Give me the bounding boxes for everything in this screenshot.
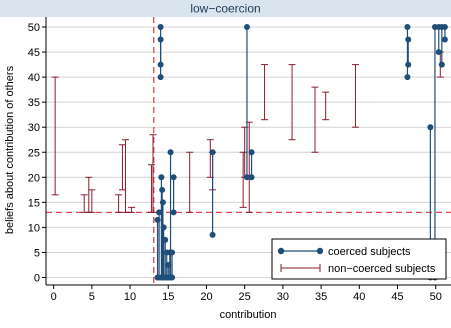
x-tick-label: 35: [315, 291, 327, 303]
coerced-point-high: [169, 249, 176, 256]
coerced-point-high: [248, 149, 255, 156]
coerced-point-high: [243, 24, 250, 31]
coerced-point-low: [248, 174, 255, 181]
x-tick-label: 40: [353, 291, 365, 303]
y-axis-label: beliefs about contribution of others: [4, 65, 16, 234]
coerced-point-low: [441, 36, 448, 43]
coerced-series: [154, 24, 448, 281]
x-tick-label: 50: [430, 291, 442, 303]
y-tick-label: 25: [28, 147, 40, 159]
legend-coerced-dot-right: [316, 247, 324, 255]
coerced-point-high: [159, 199, 166, 206]
legend-coerced-label: coerced subjects: [328, 246, 411, 258]
panel-title-bar: [0, 0, 451, 17]
coerced-point-high: [167, 149, 174, 156]
coerced-point-low: [209, 231, 216, 238]
y-tick-label: 35: [28, 97, 40, 109]
coerced-point-low: [405, 61, 412, 68]
coerced-point-high: [427, 124, 434, 131]
y-tick-label: 45: [28, 47, 40, 59]
x-axis-label: contribution: [220, 309, 277, 321]
y-tick-label: 5: [34, 247, 40, 259]
x-tick-label: 10: [124, 291, 136, 303]
coerced-point-low: [157, 74, 164, 81]
legend-coerced-dot-left: [277, 247, 285, 255]
legend-box: [271, 238, 447, 280]
coerced-point-low: [438, 61, 445, 68]
coerced-point-high: [404, 24, 411, 31]
x-tick-label: 30: [277, 291, 289, 303]
x-tick-label: 0: [51, 291, 57, 303]
y-tick-label: 15: [28, 197, 40, 209]
legend: coerced subjects non−coerced subjects: [271, 238, 447, 280]
y-tick-label: 40: [28, 72, 40, 84]
x-tick-label: 5: [89, 291, 95, 303]
y-tick-label: 30: [28, 122, 40, 134]
coerced-point-high: [405, 36, 412, 43]
coerced-point-low: [170, 209, 177, 216]
coerced-point-low: [435, 49, 442, 56]
coerced-point-high: [157, 36, 164, 43]
coerced-point-low: [157, 61, 164, 68]
x-tick-label: 45: [391, 291, 403, 303]
x-tick-label: 15: [162, 291, 174, 303]
coerced-point-high: [159, 186, 166, 193]
coerced-point-high: [160, 224, 167, 231]
coerced-point-low: [169, 274, 176, 281]
coerced-point-high: [209, 149, 216, 156]
coerced-point-high: [170, 174, 177, 181]
coerced-point-high: [162, 236, 169, 243]
panel-title: low−coercion: [190, 2, 260, 16]
coerced-point-low: [243, 174, 250, 181]
y-tick-label: 0: [34, 272, 40, 284]
coerced-point-high: [156, 209, 163, 216]
y-tick-label: 20: [28, 172, 40, 184]
coerced-point-high: [157, 24, 164, 31]
x-tick-label: 25: [239, 291, 251, 303]
x-tick-label: 20: [200, 291, 212, 303]
legend-noncoerced-label: non−coerced subjects: [328, 263, 436, 275]
y-tick-label: 50: [28, 22, 40, 34]
y-tick-label: 10: [28, 222, 40, 234]
coerced-point-high: [158, 174, 165, 181]
axes: 0 5 10 15 20 25 30 35 40 45 50 0 5 10 15 20 25 30 35 40 45 50: [28, 17, 451, 303]
coerced-point-low: [404, 74, 411, 81]
coerced-point-high: [441, 24, 448, 31]
noncoerced-series: [51, 51, 444, 213]
